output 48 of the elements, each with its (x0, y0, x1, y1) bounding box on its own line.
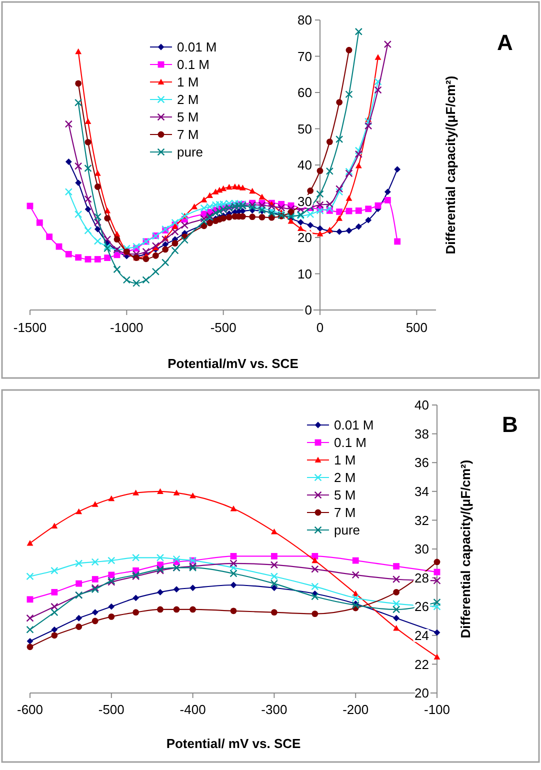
legend-label: 0.01 M (334, 418, 374, 433)
y-tick-label: 34 (414, 484, 429, 499)
legend-label: pure (177, 144, 204, 160)
y-tick-label: 24 (414, 628, 429, 643)
y-tick-label: 0 (304, 302, 312, 318)
y-tick-label: 30 (414, 542, 429, 557)
x-tick-label: 0 (316, 320, 324, 335)
x-tick-label: -600 (16, 702, 44, 717)
legend-label: 7 M (334, 505, 356, 520)
legend-label: 0.1 M (177, 57, 210, 72)
legend-label: 0.01 M (177, 40, 217, 55)
x-tick-label: -300 (261, 702, 288, 717)
y-tick-label: 32 (414, 512, 429, 528)
legend-label: 1 M (177, 74, 199, 90)
y-tick-label: 20 (298, 230, 312, 246)
legend-label: 7 M (177, 127, 199, 142)
legend-label: pure (334, 522, 360, 538)
legend-label: 1 M (334, 452, 356, 468)
y-tick-label: 40 (414, 398, 429, 413)
text: B (502, 412, 518, 437)
y-tick-label: 40 (298, 158, 312, 173)
x-tick-label: 500 (406, 320, 428, 335)
x-tick-label: -400 (180, 702, 206, 717)
y-tick-label: 70 (298, 48, 312, 64)
text: A (497, 30, 514, 55)
y-tick-label: 50 (298, 121, 312, 136)
x-tick-label: -200 (342, 702, 369, 717)
y-tick-label: 20 (414, 686, 429, 701)
legend-label: 0.1 M (334, 435, 367, 450)
y-axis-title: Differential capacity/(μF/cm²) (458, 460, 473, 638)
x-tick-label: -1500 (13, 320, 47, 335)
legend-label: 5 M (177, 110, 199, 125)
legend-label: 2 M (334, 470, 356, 486)
x-tick-label: -1000 (110, 320, 144, 335)
x-tick-label: -500 (210, 320, 236, 335)
y-tick-label: 10 (298, 266, 312, 282)
x-tick-label: -500 (98, 702, 124, 717)
x-axis-title: Potential/mV vs. SCE (168, 356, 299, 371)
legend-label: 5 M (334, 488, 356, 503)
y-tick-label: 36 (414, 455, 429, 470)
y-tick-label: 38 (414, 426, 429, 442)
y-tick-label: 80 (298, 12, 312, 28)
legend-label: 2 M (177, 92, 199, 108)
x-axis-title: Potential/ mV vs. SCE (166, 736, 302, 751)
y-tick-label: 22 (414, 656, 429, 672)
x-tick-label: -100 (424, 702, 450, 717)
y-axis-title: Differential capacity/(μF/cm²) (443, 76, 458, 254)
y-tick-label: 60 (298, 85, 312, 100)
